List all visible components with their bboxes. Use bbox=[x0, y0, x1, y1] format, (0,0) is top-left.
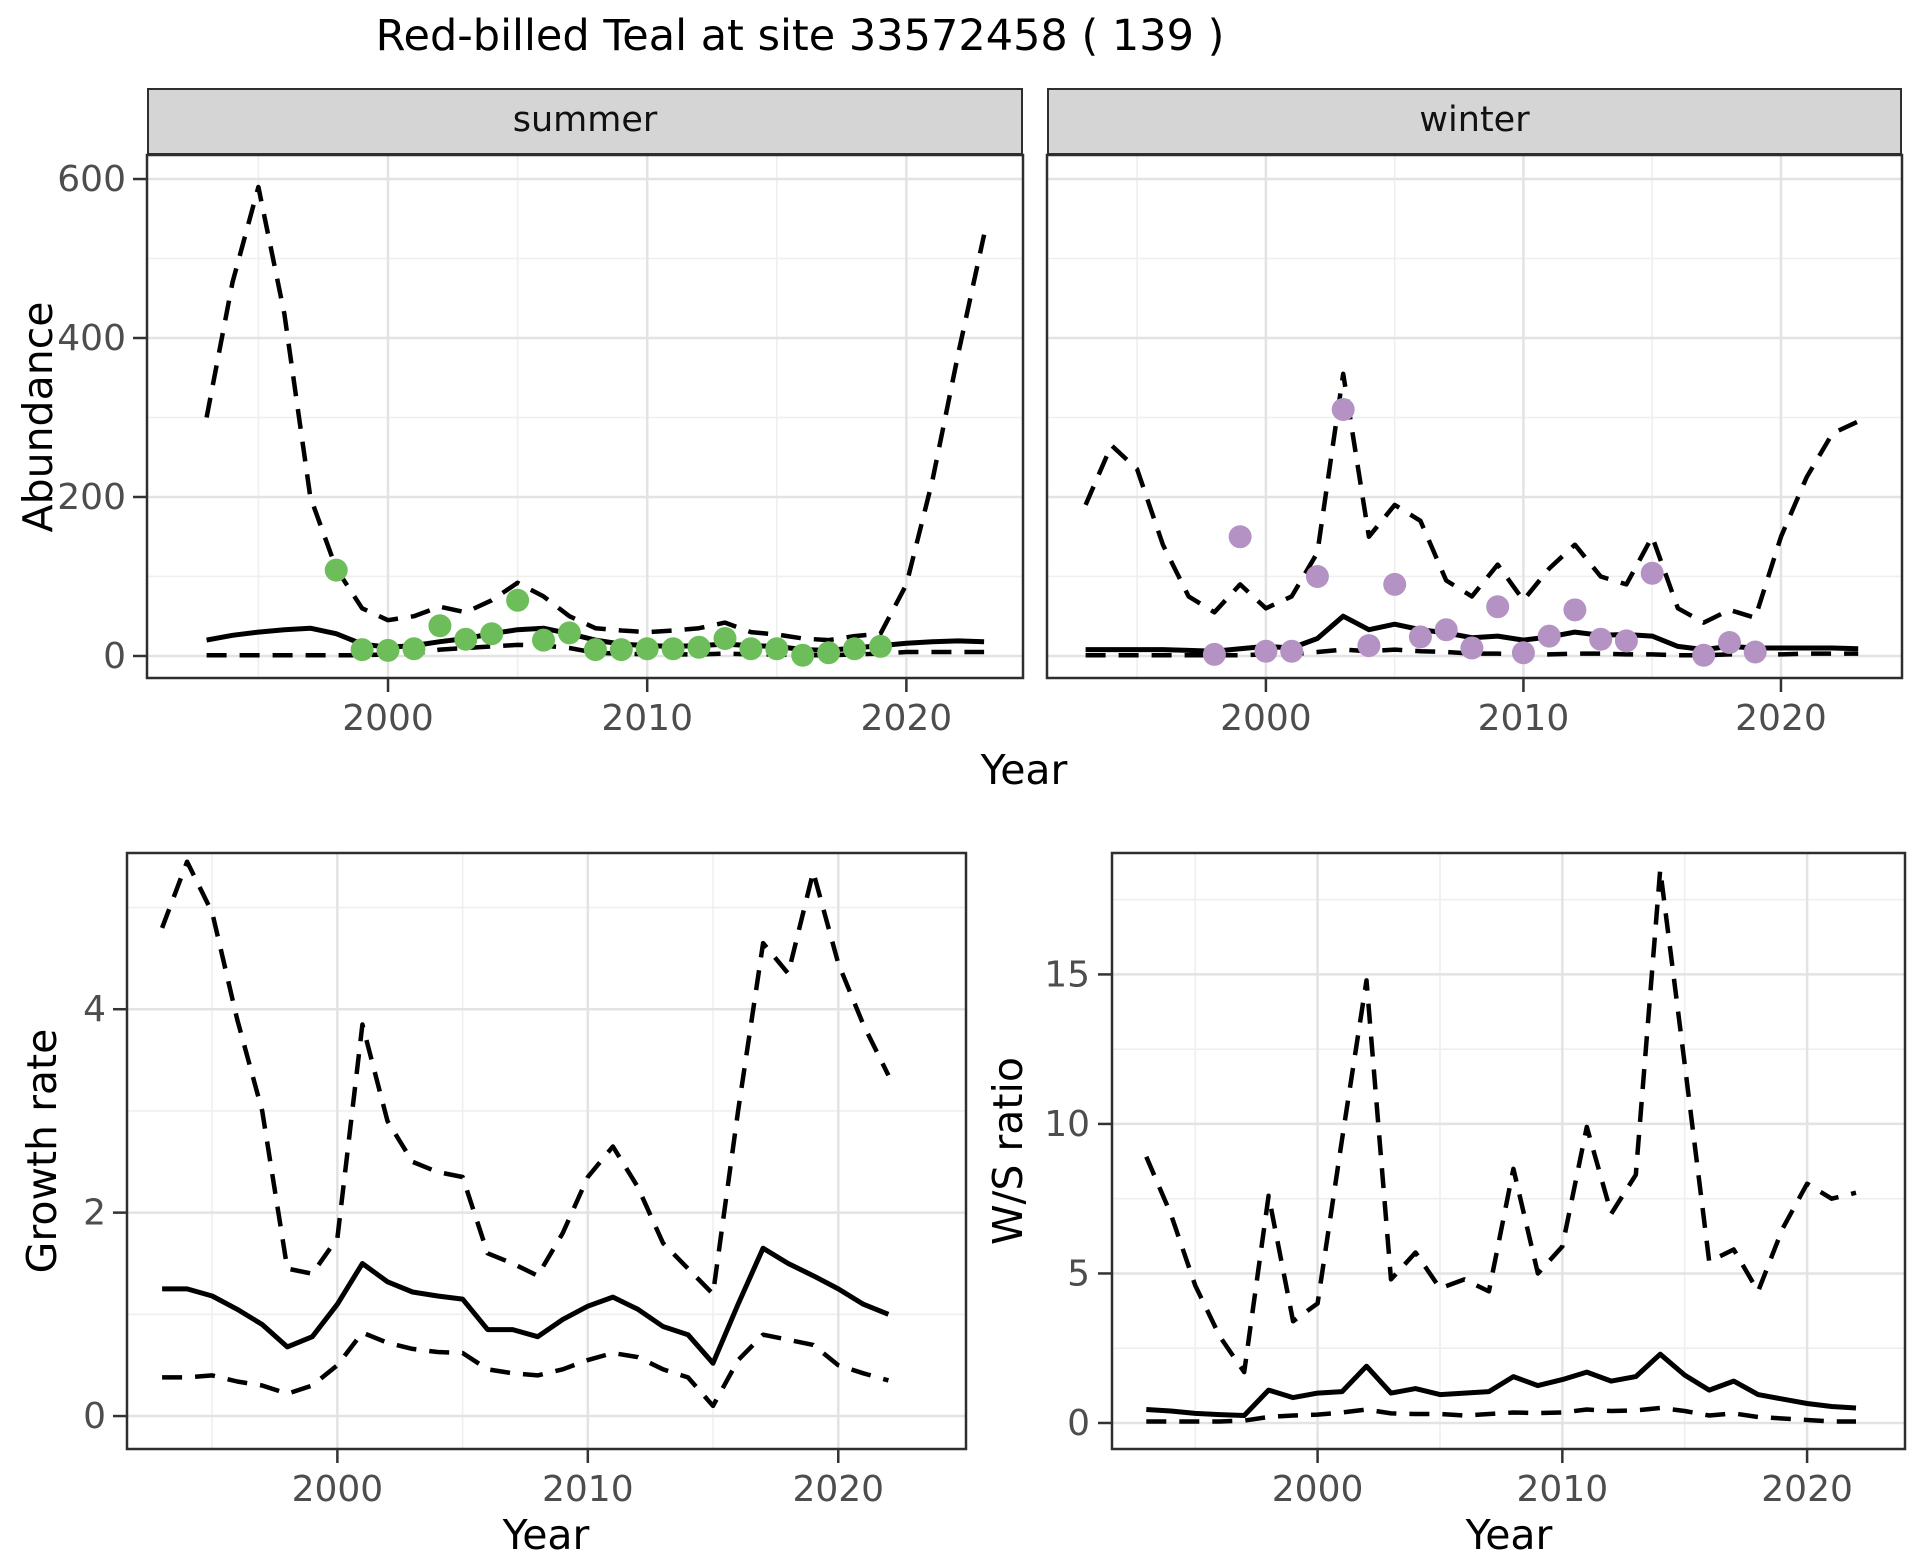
y-tick-label: 2 bbox=[83, 1193, 106, 1234]
observed-counts-summer bbox=[324, 558, 892, 667]
facet-strip-summer: summer bbox=[147, 88, 1023, 155]
panel-growth-rate bbox=[125, 851, 968, 1451]
series-model-fit bbox=[1146, 1351, 1857, 1418]
y-tick-label: 4 bbox=[83, 989, 106, 1030]
x-axis-title-year-bottom-left: Year bbox=[502, 1511, 590, 1559]
gridlines bbox=[127, 853, 966, 1449]
panel-border bbox=[1110, 851, 1907, 1451]
x-axis-title-year-bottom-right: Year bbox=[1465, 1511, 1553, 1559]
y-axis-abundance-summer: 0 200 400 600 bbox=[57, 159, 147, 677]
panel-ws-ratio bbox=[1110, 851, 1907, 1451]
series-upper-ci bbox=[1144, 867, 1857, 1375]
series-upper-ci bbox=[1083, 371, 1860, 625]
y-tick-label: 5 bbox=[1067, 1253, 1090, 1294]
series-upper-ci bbox=[204, 184, 987, 643]
plot-title: Red-billed Teal at site 33572458 ( 139 ) bbox=[375, 11, 1225, 61]
x-axis-ws-ratio: 2000 2010 2020 bbox=[1272, 1449, 1853, 1510]
panel-border bbox=[1045, 153, 1904, 680]
x-tick-label: 2020 bbox=[1735, 698, 1827, 739]
x-axis-abundance-summer: 2000 2010 2020 bbox=[342, 678, 952, 739]
series-lower-ci bbox=[1085, 647, 1859, 658]
gridlines bbox=[1112, 853, 1905, 1449]
series-lower-ci bbox=[1146, 1405, 1856, 1424]
y-tick-label: 15 bbox=[1044, 954, 1090, 995]
panel-abundance-summer bbox=[145, 153, 1025, 680]
x-tick-label: 2020 bbox=[1761, 1469, 1853, 1510]
x-axis-abundance-winter: 2000 2010 2020 bbox=[1220, 678, 1827, 739]
x-axis-title-year-top: Year bbox=[980, 746, 1068, 794]
y-tick-label: 600 bbox=[57, 159, 126, 200]
x-tick-label: 2020 bbox=[792, 1469, 884, 1510]
y-tick-label: 400 bbox=[57, 318, 126, 359]
x-tick-label: 2000 bbox=[342, 698, 434, 739]
series-lower-ci bbox=[162, 1330, 890, 1409]
x-tick-label: 2000 bbox=[292, 1469, 384, 1510]
y-axis-growth-rate: 0 2 4 bbox=[83, 989, 127, 1437]
y-axis-ws-ratio: 0 5 10 15 bbox=[1044, 954, 1112, 1444]
y-tick-label: 0 bbox=[103, 636, 126, 677]
x-tick-label: 2010 bbox=[601, 698, 693, 739]
y-tick-label: 200 bbox=[57, 477, 126, 518]
y-tick-label: 0 bbox=[83, 1396, 106, 1437]
gridlines bbox=[147, 155, 1023, 678]
panel-border bbox=[145, 153, 1025, 680]
x-tick-label: 2010 bbox=[542, 1469, 634, 1510]
y-axis-title-abundance: Abundance bbox=[14, 301, 62, 533]
x-tick-label: 2000 bbox=[1272, 1469, 1364, 1510]
x-tick-label: 2000 bbox=[1220, 698, 1312, 739]
x-axis-growth-rate: 2000 2010 2020 bbox=[292, 1449, 884, 1510]
x-tick-label: 2010 bbox=[1517, 1469, 1609, 1510]
y-axis-title-ws-ratio: W/S ratio bbox=[984, 1057, 1032, 1245]
series-upper-ci bbox=[159, 859, 891, 1297]
observed-counts-winter bbox=[1202, 398, 1767, 667]
y-tick-label: 0 bbox=[1067, 1403, 1090, 1444]
panel-border bbox=[125, 851, 968, 1451]
x-tick-label: 2020 bbox=[861, 698, 953, 739]
x-tick-label: 2010 bbox=[1478, 698, 1570, 739]
series-model-fit bbox=[162, 1245, 890, 1366]
facet-strip-winter: winter bbox=[1047, 88, 1902, 155]
y-axis-title-growth-rate: Growth rate bbox=[18, 1028, 66, 1274]
y-tick-label: 10 bbox=[1044, 1104, 1090, 1145]
panel-abundance-winter bbox=[1045, 153, 1904, 680]
